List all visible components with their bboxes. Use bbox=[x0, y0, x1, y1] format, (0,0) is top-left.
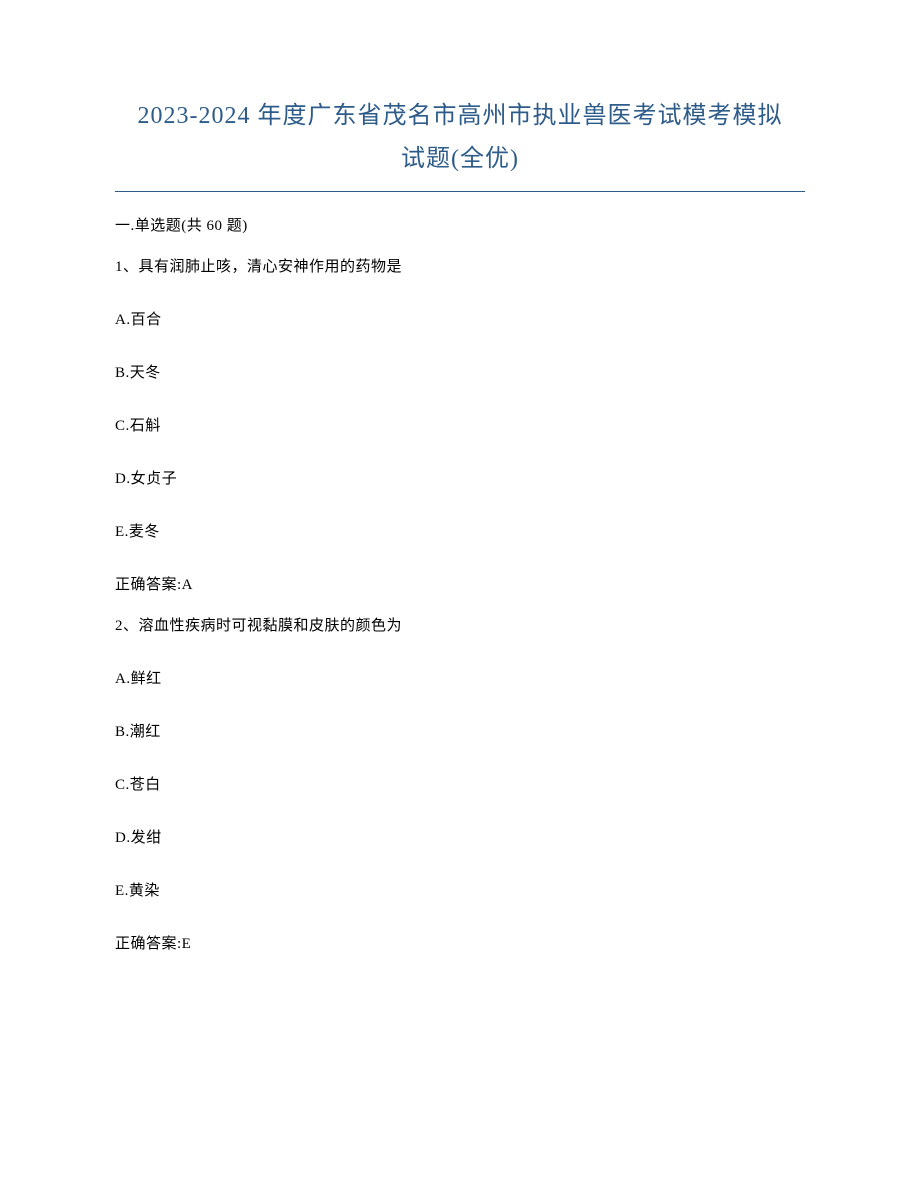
option-d: D.发绀 bbox=[115, 826, 805, 847]
option-e: E.黄染 bbox=[115, 879, 805, 900]
correct-answer: 正确答案:A bbox=[115, 573, 805, 594]
section-header: 一.单选题(共 60 题) bbox=[115, 214, 805, 235]
question-body: 溶血性疾病时可视黏膜和皮肤的颜色为 bbox=[139, 618, 403, 634]
question-text: 1、具有润肺止咳，清心安神作用的药物是 bbox=[115, 255, 805, 276]
option-d: D.女贞子 bbox=[115, 467, 805, 488]
option-e: E.麦冬 bbox=[115, 520, 805, 541]
option-c: C.石斛 bbox=[115, 414, 805, 435]
option-c: C.苍白 bbox=[115, 773, 805, 794]
question-number: 1、 bbox=[115, 259, 139, 275]
question-number: 2、 bbox=[115, 618, 139, 634]
document-title-container: 2023-2024 年度广东省茂名市高州市执业兽医考试模考模拟 试题(全优) bbox=[115, 95, 805, 192]
question-1: 1、具有润肺止咳，清心安神作用的药物是 A.百合 B.天冬 C.石斛 D.女贞子… bbox=[115, 255, 805, 594]
option-a: A.鲜红 bbox=[115, 667, 805, 688]
option-b: B.天冬 bbox=[115, 361, 805, 382]
document-title-line2: 试题(全优) bbox=[115, 138, 805, 181]
question-2: 2、溶血性疾病时可视黏膜和皮肤的颜色为 A.鲜红 B.潮红 C.苍白 D.发绀 … bbox=[115, 614, 805, 953]
question-body: 具有润肺止咳，清心安神作用的药物是 bbox=[139, 259, 403, 275]
document-title-line1: 2023-2024 年度广东省茂名市高州市执业兽医考试模考模拟 bbox=[115, 95, 805, 138]
option-b: B.潮红 bbox=[115, 720, 805, 741]
question-text: 2、溶血性疾病时可视黏膜和皮肤的颜色为 bbox=[115, 614, 805, 635]
correct-answer: 正确答案:E bbox=[115, 932, 805, 953]
option-a: A.百合 bbox=[115, 308, 805, 329]
